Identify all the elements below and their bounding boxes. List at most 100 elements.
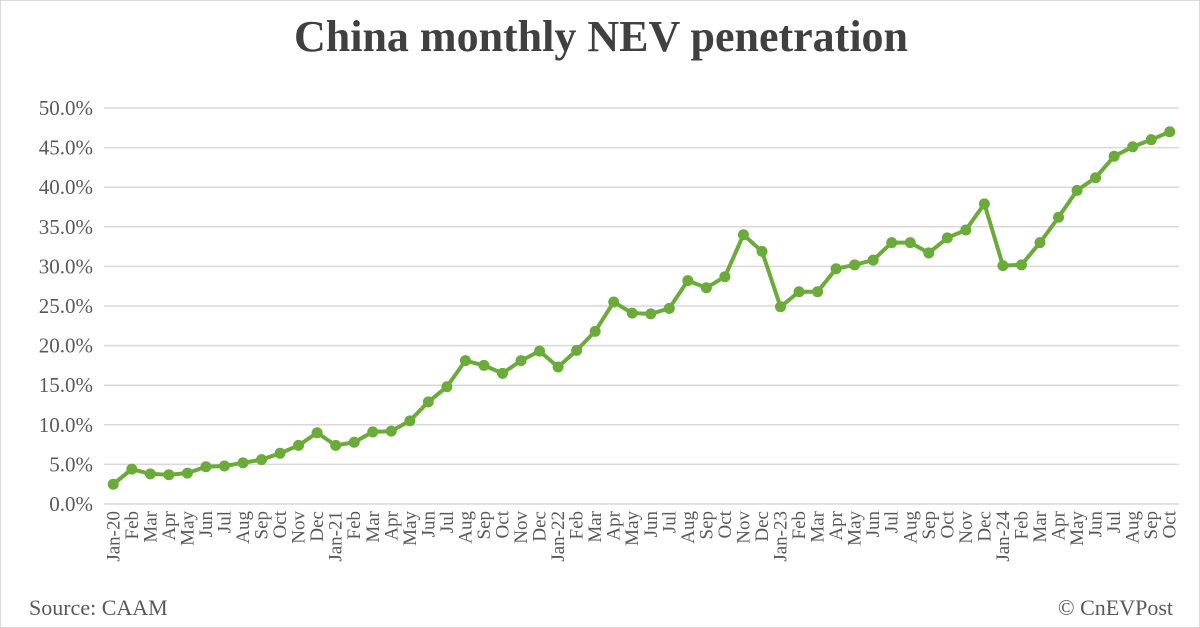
- x-tick-label: Nov: [733, 511, 754, 544]
- x-tick-label: Nov: [289, 511, 310, 544]
- y-tick-label: 30.0%: [39, 254, 93, 278]
- data-point-jul-18: [441, 381, 453, 393]
- data-point-apr-15: [385, 425, 397, 437]
- x-tick-label: Aug: [900, 511, 921, 544]
- data-point-aug-55: [1127, 141, 1139, 153]
- x-tick-label: Dec: [974, 511, 995, 542]
- data-point-jan-20-0: [107, 478, 119, 490]
- data-point-apr-3: [163, 469, 175, 481]
- data-point-oct-33: [719, 271, 731, 283]
- data-point-jun-5: [200, 461, 212, 473]
- y-tick-label: 20.0%: [39, 334, 93, 358]
- data-point-feb-1: [126, 463, 138, 475]
- y-tick-label: 5.0%: [49, 452, 93, 476]
- x-tick-label: Sep: [252, 511, 273, 540]
- x-tick-label: Jan-22: [548, 511, 569, 562]
- data-point-apr-51: [1053, 211, 1065, 223]
- x-tick-label: Dec: [530, 511, 551, 542]
- x-tick-label: Dec: [752, 511, 773, 542]
- x-tick-label: Apr: [826, 510, 847, 540]
- y-tick-label: 45.0%: [39, 136, 93, 160]
- data-point-sep-8: [256, 454, 268, 466]
- x-tick-label: Oct: [270, 510, 291, 538]
- y-tick-label: 10.0%: [39, 413, 93, 437]
- x-tick-label: Oct: [1160, 510, 1181, 538]
- x-tick-label: Jul: [882, 511, 903, 533]
- x-tick-label: Feb: [789, 511, 810, 540]
- data-point-mar-26: [589, 325, 601, 337]
- data-point-aug-43: [904, 237, 916, 249]
- x-tick-label: Mar: [1030, 510, 1051, 542]
- data-point-aug-7: [237, 457, 249, 469]
- source-note: Source: CAAM: [29, 595, 168, 620]
- x-tick-label: Jul: [1104, 511, 1125, 533]
- x-tick-label: Sep: [1141, 511, 1162, 540]
- x-tick-label: Aug: [1123, 511, 1144, 544]
- data-point-oct-9: [274, 447, 286, 459]
- series-line: [112, 129, 1171, 486]
- x-tick-label: Jun: [1086, 511, 1107, 538]
- data-point-jun-53: [1090, 172, 1102, 184]
- data-point-nov-10: [293, 439, 305, 451]
- x-tick-label: Oct: [937, 510, 958, 538]
- data-point-sep-44: [923, 247, 935, 259]
- data-point-may-52: [1071, 184, 1083, 196]
- y-tick-label: 50.0%: [39, 96, 93, 120]
- data-point-apr-27: [608, 296, 620, 308]
- data-point-jan-21-12: [330, 439, 342, 451]
- x-tick-label: Sep: [696, 511, 717, 540]
- y-axis-tick-labels: 0.0% 5.0% 10.0% 15.0% 20.0% 25.0% 30.0% 35.0% 40…: [39, 96, 93, 516]
- data-point-jun-41: [867, 254, 879, 266]
- x-tick-label: Feb: [567, 511, 588, 540]
- x-tick-label: Mar: [363, 510, 384, 542]
- x-tick-label: Jul: [437, 511, 458, 533]
- data-point-dec-47: [978, 198, 990, 210]
- x-tick-label: Mar: [140, 510, 161, 542]
- x-tick-label: May: [177, 511, 198, 546]
- data-point-dec-11: [311, 427, 323, 439]
- x-tick-label: Jan-24: [993, 511, 1014, 562]
- x-tick-label: Sep: [474, 511, 495, 540]
- x-tick-label: Aug: [233, 511, 254, 544]
- data-point-jun-17: [422, 396, 434, 408]
- data-point-jul-30: [663, 302, 675, 314]
- data-point-feb-25: [571, 344, 583, 356]
- data-point-may-40: [849, 259, 861, 271]
- x-tick-label: Sep: [919, 511, 940, 540]
- data-point-may-16: [404, 415, 416, 427]
- data-point-jul-42: [886, 237, 898, 249]
- x-tick-label: May: [400, 511, 421, 546]
- data-point-mar-14: [367, 426, 379, 438]
- data-point-may-4: [181, 467, 193, 479]
- x-tick-label: Aug: [455, 511, 476, 544]
- x-tick-label: Jun: [863, 511, 884, 538]
- data-point-jan-24-48: [997, 260, 1009, 272]
- data-point-nov-46: [960, 224, 972, 236]
- data-point-nov-22: [515, 355, 527, 367]
- data-point-jul-54: [1108, 150, 1120, 162]
- x-tick-label: Apr: [604, 510, 625, 540]
- data-point-oct-45: [941, 232, 953, 244]
- x-tick-label: Apr: [381, 510, 402, 540]
- data-point-apr-39: [830, 263, 842, 275]
- data-point-mar-50: [1034, 237, 1046, 249]
- data-point-mar-2: [144, 468, 156, 480]
- x-tick-label: Jan-23: [771, 511, 792, 562]
- x-tick-label: Jan-20: [103, 511, 124, 562]
- data-point-aug-31: [682, 275, 694, 287]
- data-point-jul-6: [218, 460, 230, 472]
- x-tick-label: Oct: [492, 510, 513, 538]
- x-tick-label: Jun: [641, 511, 662, 538]
- x-tick-label: Oct: [715, 510, 736, 538]
- x-tick-label: Mar: [808, 510, 829, 542]
- x-tick-label: May: [622, 511, 643, 546]
- y-tick-label: 25.0%: [39, 294, 93, 318]
- data-point-may-28: [626, 307, 638, 319]
- copyright-credit: © CnEVPost: [1057, 595, 1173, 620]
- data-point-oct-21: [496, 367, 508, 379]
- x-tick-label: May: [1067, 511, 1088, 546]
- data-point-dec-35: [756, 245, 768, 257]
- data-point-feb-49: [1015, 259, 1027, 271]
